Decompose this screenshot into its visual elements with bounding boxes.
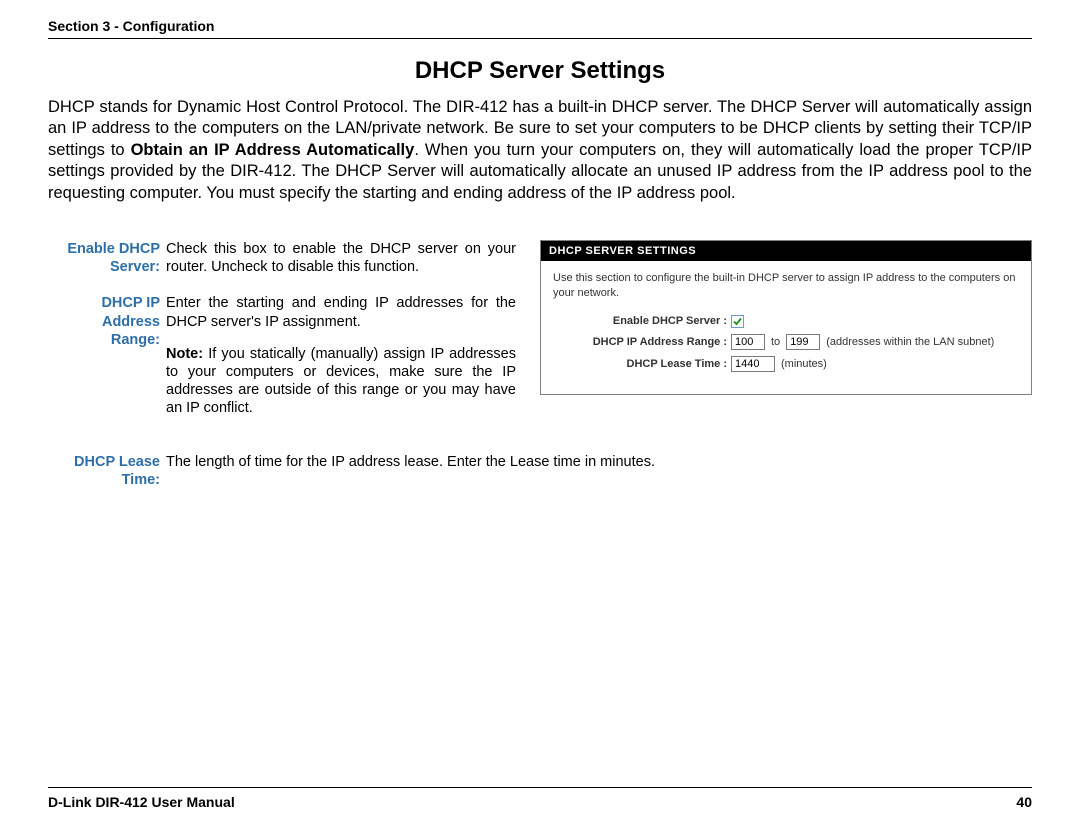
- definition-text: The length of time for the IP address le…: [166, 453, 1032, 489]
- definition-label: Enable DHCP Server:: [48, 240, 166, 276]
- lease-unit: (minutes): [781, 358, 827, 370]
- dhcp-settings-panel: DHCP SERVER SETTINGS Use this section to…: [540, 240, 1032, 395]
- note-bold: Note:: [166, 346, 203, 362]
- panel-header: DHCP SERVER SETTINGS: [541, 241, 1031, 261]
- definition-label: DHCP IP Address Range:: [48, 294, 166, 417]
- intro-paragraph: DHCP stands for Dynamic Host Control Pro…: [48, 97, 1032, 204]
- def-label-line: Enable DHCP: [67, 241, 160, 257]
- range-hint: (addresses within the LAN subnet): [826, 336, 994, 348]
- definition-note: Note: If you statically (manually) assig…: [166, 345, 516, 418]
- definition-label: DHCP Lease Time:: [48, 453, 166, 489]
- intro-bold: Obtain an IP Address Automatically: [131, 141, 415, 159]
- form-row-range: DHCP IP Address Range : to (addresses wi…: [553, 334, 1019, 350]
- range-to: to: [771, 336, 780, 348]
- ip-range-end-input[interactable]: [786, 334, 820, 350]
- enable-dhcp-checkbox[interactable]: [731, 315, 744, 328]
- definition-enable-dhcp: Enable DHCP Server: Check this box to en…: [48, 240, 516, 276]
- definition-text: Check this box to enable the DHCP server…: [166, 240, 516, 276]
- panel-description: Use this section to configure the built-…: [553, 271, 1019, 301]
- definition-ip-range: DHCP IP Address Range: Enter the startin…: [48, 294, 516, 417]
- ip-range-start-input[interactable]: [731, 334, 765, 350]
- check-icon: [732, 316, 743, 327]
- form-label-lease: DHCP Lease Time :: [553, 358, 731, 370]
- def-label-line: DHCP Lease Time:: [74, 454, 160, 488]
- def-label-line: Server:: [110, 259, 160, 275]
- def-label-line: Range:: [111, 332, 160, 348]
- definition-lease-time: DHCP Lease Time: The length of time for …: [48, 453, 1032, 489]
- def-label-line: DHCP IP Address: [101, 295, 160, 329]
- def-text-main: Enter the starting and ending IP address…: [166, 295, 516, 329]
- footer-manual-name: D-Link DIR-412 User Manual: [48, 794, 235, 810]
- form-label-range: DHCP IP Address Range :: [553, 336, 731, 348]
- form-row-enable: Enable DHCP Server :: [553, 315, 1019, 328]
- lease-time-input[interactable]: [731, 356, 775, 372]
- section-header: Section 3 - Configuration: [48, 18, 1032, 39]
- footer-page-number: 40: [1016, 794, 1032, 810]
- note-text: If you statically (manually) assign IP a…: [166, 346, 516, 416]
- form-label-enable: Enable DHCP Server :: [553, 315, 731, 327]
- page-title: DHCP Server Settings: [48, 57, 1032, 85]
- form-row-lease: DHCP Lease Time : (minutes): [553, 356, 1019, 372]
- definition-text: Enter the starting and ending IP address…: [166, 294, 516, 417]
- page-footer: D-Link DIR-412 User Manual 40: [48, 787, 1032, 810]
